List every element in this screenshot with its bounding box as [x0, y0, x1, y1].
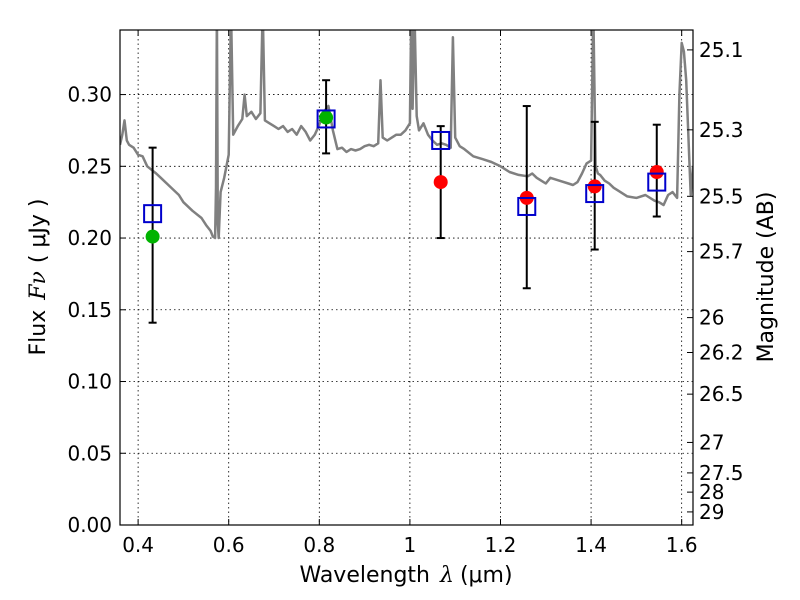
observed-red-point — [587, 179, 602, 194]
y2-axis-title: Magnitude (AB) — [754, 192, 779, 363]
x-tick-label: 1.6 — [666, 533, 698, 557]
model-photometry-point — [585, 184, 605, 204]
observed-green-point — [319, 110, 334, 125]
observed-red-point — [649, 165, 664, 180]
y-axis-title: FluxFν( μJy ) — [26, 198, 51, 355]
mag-tick-label: 27.5 — [699, 461, 744, 485]
y-tick-label: 0.10 — [67, 370, 112, 394]
x-tick-label: 1.4 — [575, 533, 607, 557]
x-tick-label: 0.8 — [303, 533, 335, 557]
x-tick-label: 1.2 — [485, 533, 517, 557]
observed-green-point — [145, 229, 160, 244]
x-axis-title: Wavelength λ (μm) — [299, 563, 512, 588]
plot-background — [120, 30, 693, 525]
data-marks-layer — [143, 79, 667, 324]
x-tick-label: 1 — [404, 533, 417, 557]
mag-tick-label: 25.3 — [699, 118, 744, 142]
model-photometry-point — [143, 204, 163, 224]
y-tick-label: 0.20 — [67, 226, 112, 250]
plot-frame — [119, 29, 694, 526]
y-tick-label: 0.25 — [67, 154, 112, 178]
mag-tick-label: 25.1 — [699, 38, 744, 62]
x-tick-label: 0.6 — [213, 533, 245, 557]
mag-tick-label: 25.5 — [699, 184, 744, 208]
model-photometry-point — [316, 109, 336, 129]
mag-tick-label: 26.5 — [699, 382, 744, 406]
mag-tick-label: 29 — [699, 500, 724, 524]
model-photometry-point — [647, 172, 667, 192]
model-photometry-point — [431, 130, 451, 150]
mag-tick-label: 27 — [699, 430, 724, 454]
axis-ticks: 0.4 0.6 0.8 1 1.2 1.4 1.6 0.00 0.05 0.10 0.15 0.20 0… — [67, 30, 744, 557]
model-spectrum-line — [120, 30, 693, 240]
mag-tick-label: 26 — [699, 306, 724, 330]
y-tick-label: 0.05 — [67, 441, 112, 465]
y-tick-label: 0.00 — [67, 513, 112, 537]
mag-tick-label: 26.2 — [699, 341, 744, 365]
y-tick-label: 0.15 — [67, 298, 112, 322]
model-photometry-point — [517, 196, 537, 216]
mag-tick-label: 28 — [699, 480, 724, 504]
mag-tick-label: 25.7 — [699, 240, 744, 264]
model-spectrum-layer — [120, 30, 693, 240]
observed-red-point — [433, 175, 448, 190]
x-tick-label: 0.4 — [122, 533, 154, 557]
y-tick-label: 0.30 — [67, 83, 112, 107]
